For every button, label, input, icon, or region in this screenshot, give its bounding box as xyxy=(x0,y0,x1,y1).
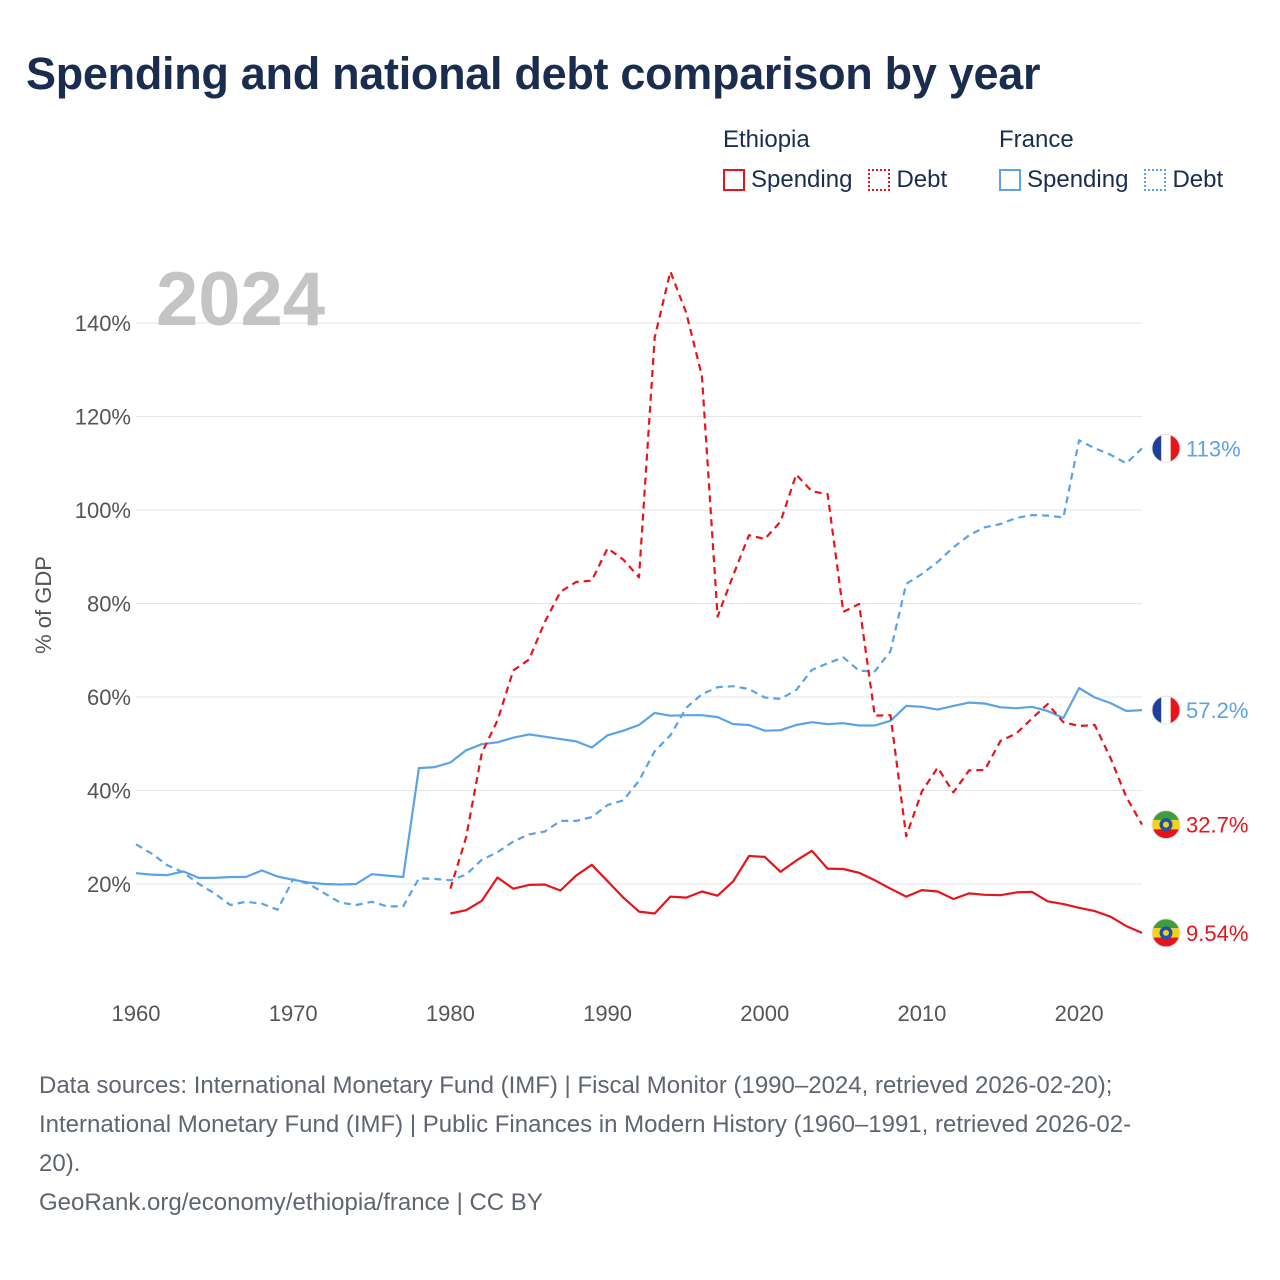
source-line-1: Data sources: International Monetary Fun… xyxy=(39,1072,1113,1099)
legend-ethiopia-spending[interactable]: Spending xyxy=(723,166,852,194)
line-chart: 20% 40% 60% 80% 100% 120% 140% 1960 1970 1980 1990… xyxy=(31,257,1248,1026)
series-line-france-spending xyxy=(135,686,1143,886)
legend-ethiopia-debt-label: Debt xyxy=(896,166,948,193)
chart-title: Spending and national debt comparison by… xyxy=(26,48,1041,99)
end-value-label: 113% xyxy=(1186,436,1241,461)
end-value-label: 9.54% xyxy=(1186,921,1248,946)
source-line-3: 20). xyxy=(39,1150,81,1177)
series-line-ethiopia-debt xyxy=(449,270,1143,890)
legend-dotted-swatch xyxy=(1144,169,1167,191)
legend-dotted-swatch xyxy=(868,169,891,191)
y-axis-label: % of GDP xyxy=(31,556,56,654)
legend-group-france-name: France xyxy=(999,126,1074,153)
series-line-ethiopia-spending xyxy=(450,849,1143,934)
year-watermark: 2024 xyxy=(156,257,325,342)
legend-solid-swatch xyxy=(723,169,745,191)
y-tick-label: 100% xyxy=(75,498,131,523)
legend-solid-swatch xyxy=(999,169,1021,191)
france-flag-icon xyxy=(1152,434,1180,463)
legend-ethiopia-spending-label: Spending xyxy=(751,166,853,193)
x-tick-label: 1970 xyxy=(269,1001,318,1026)
legend-group-ethiopia: Ethiopia Spending Debt xyxy=(723,124,947,194)
ethiopia-flag-icon xyxy=(1152,810,1180,839)
source-credit-link[interactable]: GeoRank.org/economy/ethiopia/france | CC… xyxy=(39,1189,543,1216)
y-tick-label: 40% xyxy=(87,779,131,804)
x-tick-label: 1990 xyxy=(583,1001,632,1026)
legend-ethiopia-debt[interactable]: Debt xyxy=(868,166,947,194)
source-line-2: International Monetary Fund (IMF) | Publ… xyxy=(39,1111,1132,1138)
x-tick-label: 2010 xyxy=(897,1001,946,1026)
series-line-france-debt xyxy=(135,439,1143,911)
y-tick-label: 140% xyxy=(75,311,131,336)
flag-outline xyxy=(1151,695,1181,725)
flag-outline xyxy=(1151,810,1181,840)
legend-france-debt-label: Debt xyxy=(1172,166,1224,193)
y-tick-label: 120% xyxy=(75,405,131,430)
end-value-label: 32.7% xyxy=(1186,813,1248,838)
x-tick-label: 2000 xyxy=(740,1001,789,1026)
legend-group-france: France Spending Debt xyxy=(999,124,1223,194)
france-flag-icon xyxy=(1152,696,1180,725)
source-note: Data sources: International Monetary Fun… xyxy=(39,1066,1239,1222)
end-value-label: 57.2% xyxy=(1186,698,1248,723)
ethiopia-flag-icon xyxy=(1152,918,1180,947)
legend-france-spending-label: Spending xyxy=(1027,166,1129,193)
x-tick-label: 1960 xyxy=(112,1001,161,1026)
legend-france-spending[interactable]: Spending xyxy=(999,166,1128,194)
x-tick-label: 1980 xyxy=(426,1001,475,1026)
flag-outline xyxy=(1151,433,1181,463)
y-tick-label: 80% xyxy=(87,592,131,617)
flag-outline xyxy=(1151,918,1181,948)
y-tick-label: 60% xyxy=(87,685,131,710)
x-tick-label: 2020 xyxy=(1055,1001,1104,1026)
legend-group-ethiopia-name: Ethiopia xyxy=(723,126,810,153)
y-tick-label: 20% xyxy=(87,872,131,897)
legend-france-debt[interactable]: Debt xyxy=(1144,166,1223,194)
